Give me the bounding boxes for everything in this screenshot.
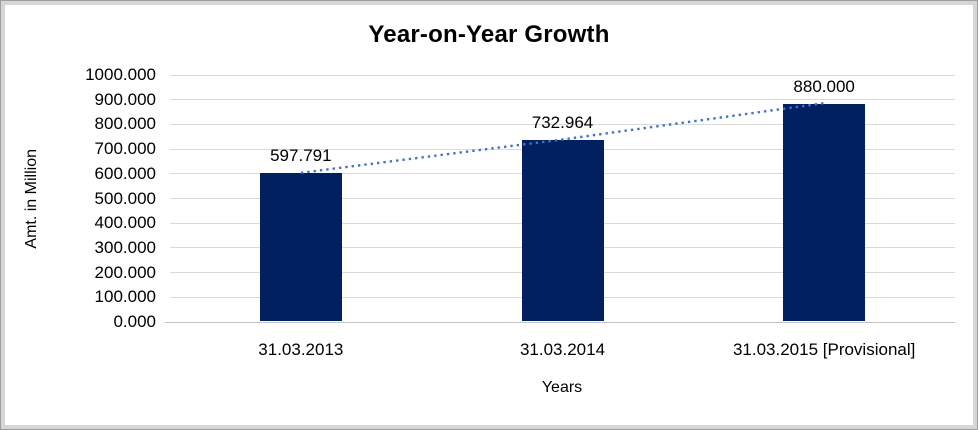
bar-value-label: 732.964: [531, 112, 594, 132]
bar-value-label: 597.791: [270, 146, 332, 166]
bar: [259, 173, 342, 321]
bar: [783, 103, 866, 321]
y-axis-tick-labels: 0.000 100.000 200.000 300.000 400.000 500.000…: [5, 66, 156, 331]
gridline: [170, 99, 955, 101]
bar: [521, 139, 604, 321]
y-tick-label: 900.000: [94, 89, 156, 109]
x-category-label: 31.03.2015 [Provisional]: [732, 340, 916, 359]
y-tick-label: 300.000: [94, 237, 156, 257]
y-tick-label: 500.000: [94, 188, 156, 208]
bar-value-label: 880.000: [793, 76, 855, 96]
y-tick-label: 800.000: [94, 114, 156, 134]
y-tick-label: 400.000: [94, 213, 156, 233]
x-category-label: 31.03.2013: [258, 340, 344, 359]
x-axis-line: [165, 321, 955, 323]
chart-surface: Year-on-Year Growth Amt. in Million 0.00…: [5, 5, 973, 425]
gridline: [170, 74, 955, 76]
y-tick-label: 200.000: [94, 262, 156, 282]
x-axis-title: Years: [541, 379, 583, 396]
y-tick-label: 0.000: [113, 312, 156, 331]
chart-title: Year-on-Year Growth: [368, 21, 610, 48]
y-tick-label: 700.000: [94, 139, 156, 159]
y-tick-label: 100.000: [94, 287, 156, 307]
y-tick-label: 1000.000: [85, 65, 156, 84]
y-tick-label: 600.000: [94, 163, 156, 183]
plot-area: Years 597.791 31.03.2013 732.964 31.03.2014…: [165, 74, 955, 396]
x-category-label: 31.03.2014: [519, 340, 606, 359]
